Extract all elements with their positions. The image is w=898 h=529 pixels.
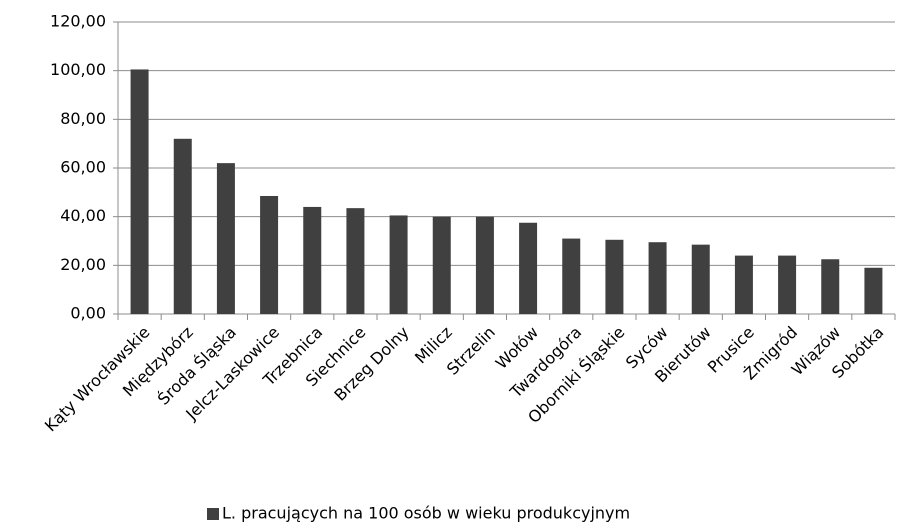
- legend-swatch: [207, 508, 219, 520]
- bar: [778, 255, 797, 314]
- bar: [389, 215, 408, 314]
- y-tick-label: 120,00: [50, 12, 106, 31]
- y-tick-label: 40,00: [60, 206, 106, 225]
- bar: [864, 267, 883, 314]
- y-tick-label: 0,00: [70, 304, 106, 323]
- y-tick-label: 100,00: [50, 60, 106, 79]
- bar: [691, 244, 710, 314]
- bar: [216, 163, 235, 314]
- bar: [519, 222, 538, 314]
- bar: [475, 216, 494, 314]
- y-tick-label: 60,00: [60, 158, 106, 177]
- bar: [605, 239, 624, 314]
- bar: [648, 242, 667, 314]
- bar: [346, 208, 365, 314]
- y-tick-label: 20,00: [60, 255, 106, 274]
- bar: [130, 69, 149, 314]
- bar: [260, 195, 279, 314]
- x-tick-label: Strzelin: [443, 323, 499, 379]
- bar: [432, 216, 451, 314]
- bar: [173, 138, 192, 314]
- y-tick-label: 80,00: [60, 109, 106, 128]
- bar: [821, 259, 840, 314]
- bar: [303, 206, 322, 314]
- bar: [734, 255, 753, 314]
- bar: [562, 238, 581, 314]
- legend-label: L. pracujących na 100 osób w wieku produ…: [222, 504, 630, 523]
